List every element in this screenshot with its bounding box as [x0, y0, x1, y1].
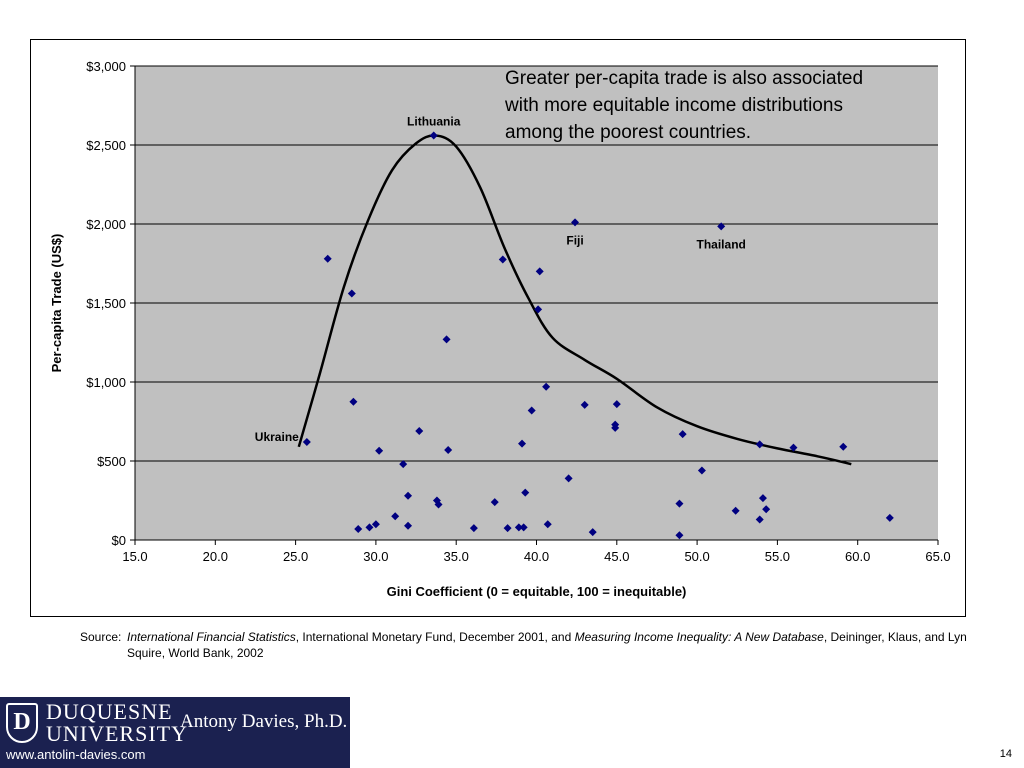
x-axis-title: Gini Coefficient (0 = equitable, 100 = i…	[387, 584, 687, 599]
data-point	[762, 505, 771, 514]
x-tick-label: 25.0	[283, 549, 308, 564]
y-tick-label: $0	[112, 533, 126, 548]
y-tick-label: $2,000	[86, 217, 126, 232]
point-label: Fiji	[566, 233, 583, 247]
y-tick-label: $1,000	[86, 375, 126, 390]
data-point	[678, 430, 687, 439]
x-tick-label: 20.0	[203, 549, 228, 564]
source-title-1: International Financial Statistics	[127, 630, 296, 644]
university-logo: D DUQUESNE UNIVERSITY Antony Davies, Ph.…	[0, 697, 350, 768]
data-point	[571, 218, 580, 227]
data-point	[391, 512, 400, 521]
data-point	[365, 523, 374, 532]
data-point	[521, 488, 530, 497]
data-point	[717, 222, 726, 231]
university-name-line-1: DUQUESNE	[46, 699, 173, 724]
data-point	[542, 382, 551, 391]
data-point	[354, 524, 363, 533]
point-label: Lithuania	[407, 115, 461, 129]
data-point	[758, 494, 767, 503]
data-point	[404, 491, 413, 500]
y-tick-label: $3,000	[86, 59, 126, 74]
source-text-2: , Deininger, Klaus, and Lyn Squire, Worl…	[127, 630, 967, 660]
data-point	[527, 406, 536, 415]
data-point	[302, 438, 311, 447]
trend-curve	[297, 134, 852, 466]
website-url: www.antolin-davies.com	[6, 747, 146, 762]
y-tick-labels: $0 $500 $1,000 $1,500 $2,000 $2,500 $3,000	[86, 59, 126, 548]
data-point	[371, 520, 380, 529]
data-point	[444, 445, 453, 454]
author-name: Antony Davies, Ph.D.	[180, 711, 348, 732]
data-point	[442, 335, 451, 344]
data-point	[839, 442, 848, 451]
data-point	[731, 506, 740, 515]
data-point	[612, 400, 621, 409]
x-tick-label: 35.0	[444, 549, 469, 564]
y-tick-label: $500	[97, 454, 126, 469]
x-tick-label: 40.0	[524, 549, 549, 564]
data-point	[349, 397, 358, 406]
data-point	[543, 520, 552, 529]
data-points	[302, 131, 894, 540]
axes	[134, 66, 938, 541]
university-name-line-2: UNIVERSITY	[46, 721, 188, 746]
data-point	[611, 423, 620, 432]
shield-icon: D	[6, 703, 38, 743]
data-point	[535, 267, 544, 276]
data-point	[519, 523, 528, 532]
point-labels: Lithuania Fiji Thailand Ukraine	[255, 115, 746, 445]
x-tick-label: 60.0	[845, 549, 870, 564]
data-point	[755, 515, 764, 524]
x-tick-label: 30.0	[363, 549, 388, 564]
data-point	[429, 131, 438, 140]
data-point	[675, 499, 684, 508]
data-point	[534, 305, 543, 314]
y-tick-label: $1,500	[86, 296, 126, 311]
x-tick-label: 15.0	[122, 549, 147, 564]
x-tick-label: 65.0	[925, 549, 950, 564]
data-point	[323, 254, 332, 263]
source-note: Source: International Financial Statisti…	[80, 629, 980, 661]
data-point	[434, 500, 443, 509]
annotation-line-3: among the poorest countries.	[505, 122, 751, 143]
chart-frame: $0 $500 $1,000 $1,500 $2,000 $2,500 $3,000 15.…	[30, 39, 966, 617]
point-label: Thailand	[697, 237, 746, 251]
data-point	[755, 440, 764, 449]
x-tick-labels: 15.0 20.0 25.0 30.0 35.0 40.0 45.0 50.0 55.0 60.0…	[122, 549, 950, 564]
data-point	[789, 443, 798, 452]
gridlines	[130, 65, 939, 545]
data-point	[697, 466, 706, 475]
data-point	[580, 400, 589, 409]
source-citation: International Financial Statistics, Inte…	[127, 629, 980, 661]
data-point	[404, 521, 413, 530]
data-point	[375, 446, 384, 455]
source-text-1: , International Monetary Fund, December …	[295, 630, 575, 644]
y-tick-label: $2,500	[86, 138, 126, 153]
page-number: 14	[999, 748, 1012, 760]
data-point	[885, 513, 894, 522]
source-title-2: Measuring Income Inequality: A New Datab…	[574, 630, 824, 644]
data-point	[675, 531, 684, 540]
data-point	[518, 439, 527, 448]
data-point	[588, 528, 597, 537]
annotation-line-2: with more equitable income distributions	[504, 95, 843, 116]
data-point	[399, 460, 408, 469]
scatter-chart: $0 $500 $1,000 $1,500 $2,000 $2,500 $3,000 15.…	[49, 59, 951, 599]
data-point	[564, 474, 573, 483]
data-point	[415, 426, 424, 435]
x-tick-label: 50.0	[684, 549, 709, 564]
x-tick-label: 45.0	[604, 549, 629, 564]
y-axis-title: Per-capita Trade (US$)	[49, 234, 64, 373]
data-point	[514, 523, 523, 532]
point-label: Ukraine	[255, 430, 299, 444]
x-tick-label: 55.0	[765, 549, 790, 564]
data-point	[490, 498, 499, 507]
data-point	[503, 524, 512, 533]
data-point	[347, 289, 356, 298]
annotation-line-1: Greater per-capita trade is also associa…	[505, 68, 863, 89]
data-point	[469, 524, 478, 533]
source-label: Source:	[80, 630, 122, 644]
